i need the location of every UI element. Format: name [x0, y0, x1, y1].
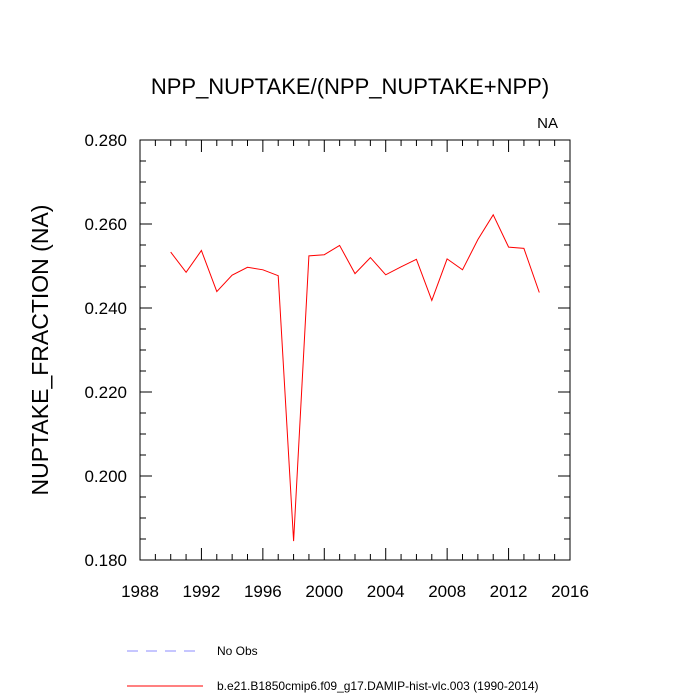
- y-tick-label: 0.260: [84, 215, 127, 234]
- x-tick-label: 1992: [183, 582, 221, 601]
- chart-title: NPP_NUPTAKE/(NPP_NUPTAKE+NPP): [151, 74, 549, 99]
- legend-label-model: b.e21.B1850cmip6.f09_g17.DAMIP-hist-vlc.…: [217, 679, 539, 693]
- x-tick-label: 2016: [551, 582, 589, 601]
- x-tick-label: 2000: [305, 582, 343, 601]
- series-line-0: [170, 213, 540, 542]
- x-tick-label: 2012: [490, 582, 528, 601]
- x-tick-label: 1996: [244, 582, 282, 601]
- y-tick-label: 0.280: [84, 131, 127, 150]
- y-tick-label: 0.220: [84, 383, 127, 402]
- y-tick-label: 0.200: [84, 467, 127, 486]
- axes: 1988 1992 1996 2000 2004 2008 2012 2016 0.180 0.2…: [84, 131, 588, 601]
- x-tick-label: 2008: [428, 582, 466, 601]
- series-layer: [170, 213, 540, 542]
- legend: No Obs b.e21.B1850cmip6.f09_g17.DAMIP-hi…: [127, 644, 539, 693]
- y-axis-label: NUPTAKE_FRACTION (NA): [27, 205, 53, 496]
- region-label: NA: [537, 115, 558, 132]
- y-tick-label: 0.240: [84, 299, 127, 318]
- legend-label-no-obs: No Obs: [217, 644, 258, 658]
- plot-frame: [139, 139, 571, 561]
- x-tick-label: 2004: [367, 582, 405, 601]
- y-tick-label: 0.180: [84, 551, 127, 570]
- x-tick-label: 1988: [121, 582, 159, 601]
